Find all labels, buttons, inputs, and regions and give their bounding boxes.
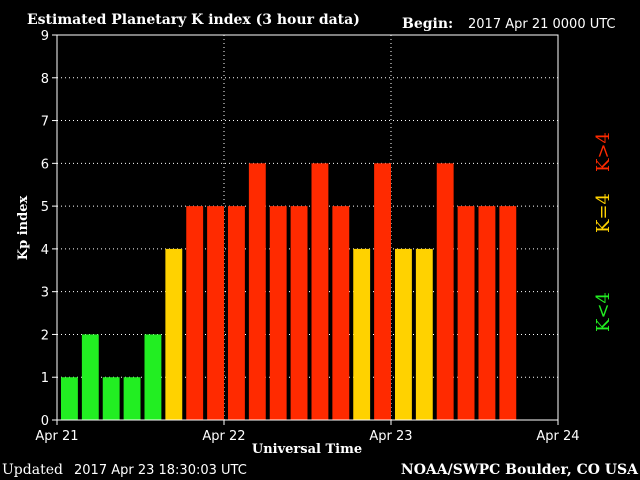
y-tick-label: 8: [41, 72, 49, 87]
kp-bar: [186, 206, 204, 420]
y-tick-label: 3: [41, 286, 49, 301]
y-tick-label: 4: [41, 243, 49, 258]
kp-bar: [228, 206, 245, 420]
kp-bar: [144, 334, 162, 420]
x-axis-label: Universal Time: [252, 442, 362, 457]
kp-bar: [61, 377, 78, 420]
bars-group: [61, 163, 517, 421]
y-tick-label: 5: [41, 200, 49, 215]
plot-frame: [56, 34, 559, 421]
kp-bar: [311, 163, 329, 421]
kp-bar: [478, 206, 496, 420]
legend-mid: K=4: [593, 193, 614, 233]
x-tick-label: Apr 22: [202, 429, 245, 444]
updated-value: 2017 Apr 23 18:30:03 UTC: [74, 463, 247, 478]
kp-bar: [81, 334, 99, 420]
kp-bar: [102, 377, 120, 420]
kp-bar: [269, 206, 287, 420]
begin-value: 2017 Apr 21 0000 UTC: [468, 17, 616, 32]
y-axis-label: Kp index: [16, 196, 31, 261]
y-tick-label: 2: [41, 328, 49, 343]
y-tick-label: 1: [41, 371, 49, 386]
kp-bar: [415, 248, 433, 420]
x-tick-label: Apr 23: [369, 429, 412, 444]
chart-title: Estimated Planetary K index (3 hour data…: [27, 12, 360, 28]
kp-bar: [457, 206, 475, 420]
kp-bar: [395, 248, 412, 420]
kp-bar: [374, 163, 391, 421]
credit-text: NOAA/SWPC Boulder, CO USA: [401, 462, 639, 478]
y-tick-label: 9: [41, 29, 49, 44]
kp-bar: [207, 206, 224, 420]
kp-bar: [499, 206, 517, 420]
y-tick-label: 7: [41, 115, 49, 130]
kp-bar: [436, 163, 454, 421]
kp-bar: [165, 248, 183, 420]
kp-bar: [290, 206, 308, 420]
x-tick-label: Apr 24: [536, 429, 579, 444]
x-tick-label: Apr 21: [35, 429, 78, 444]
legend-low: K<4: [593, 292, 614, 332]
kp-bar: [332, 206, 350, 420]
y-tick-label: 0: [41, 414, 49, 429]
updated-label: Updated: [2, 462, 63, 478]
kp-bar: [353, 248, 371, 420]
y-tick-label: 6: [41, 157, 49, 172]
axis-ticks: 0 1 2 3 4 5 6 7 8 9 Apr 21 Apr 22 Apr 23 Apr 24: [35, 29, 579, 444]
kp-bar: [248, 163, 266, 421]
kp-bar: [123, 377, 141, 420]
legend-high: K>4: [593, 132, 614, 172]
begin-label: Begin:: [402, 16, 453, 32]
